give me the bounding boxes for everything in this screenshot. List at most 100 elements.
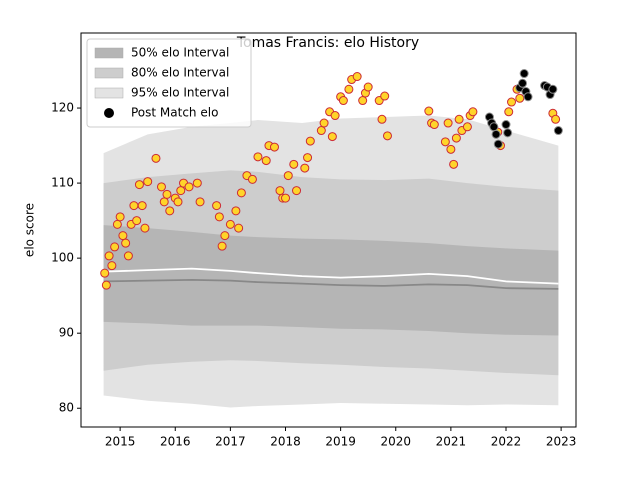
match-point — [110, 242, 120, 252]
match-point — [176, 186, 186, 196]
x-tick-label: 2017 — [215, 435, 246, 449]
match-point — [104, 251, 114, 261]
match-point — [292, 186, 302, 196]
x-tick-label: 2023 — [546, 435, 577, 449]
post-match-point — [553, 126, 563, 136]
post-match-point — [518, 78, 528, 88]
post-match-point — [548, 84, 558, 94]
match-point — [162, 189, 172, 199]
x-tick-label: 2018 — [270, 435, 301, 449]
match-point — [300, 163, 310, 173]
match-point — [236, 188, 246, 198]
match-point — [281, 193, 291, 203]
match-point — [454, 114, 464, 124]
legend-swatch — [94, 67, 124, 79]
legend-label: 50% elo Interval — [131, 46, 229, 60]
match-point — [451, 133, 461, 143]
match-point — [184, 182, 194, 192]
x-tick-label: 2015 — [105, 435, 136, 449]
match-point — [165, 206, 175, 216]
match-point — [382, 131, 392, 141]
match-point — [429, 120, 439, 130]
x-tick-label: 2020 — [380, 435, 411, 449]
match-point — [123, 251, 133, 261]
match-point — [234, 223, 244, 233]
post-match-point — [493, 139, 503, 149]
match-point — [327, 132, 337, 142]
match-point — [143, 177, 153, 187]
match-point — [305, 136, 315, 146]
legend-swatch — [94, 47, 124, 59]
match-point — [129, 201, 139, 211]
match-point — [446, 144, 456, 154]
legend-label: 80% elo Interval — [131, 66, 229, 80]
match-point — [275, 186, 285, 196]
match-point — [515, 93, 525, 103]
match-point — [156, 182, 166, 192]
match-point — [253, 152, 263, 162]
match-point — [220, 231, 230, 241]
match-point — [440, 137, 450, 147]
match-point — [121, 238, 131, 248]
legend-box — [86, 38, 252, 128]
y-axis-label: elo score — [23, 203, 37, 257]
match-point — [344, 84, 354, 94]
match-point — [269, 142, 279, 152]
match-point — [261, 156, 271, 166]
post-match-point — [491, 129, 501, 139]
trend-line — [103, 267, 559, 285]
match-point — [319, 118, 329, 128]
match-point — [330, 111, 340, 121]
legend-marker — [104, 108, 114, 118]
y-tick-label: 100 — [51, 251, 74, 265]
match-point — [140, 223, 150, 233]
match-point — [462, 122, 472, 132]
post-match-point — [519, 69, 529, 79]
match-point — [225, 219, 235, 229]
match-point — [134, 180, 144, 190]
match-point — [192, 178, 202, 188]
post-match-point — [503, 128, 513, 138]
match-point — [468, 107, 478, 117]
match-point — [504, 107, 514, 117]
match-point — [443, 118, 453, 128]
match-point — [449, 159, 459, 169]
match-point — [112, 219, 122, 229]
y-tick-label: 80 — [59, 401, 74, 415]
match-point — [132, 216, 142, 226]
plot-frame — [80, 32, 577, 428]
match-point — [377, 114, 387, 124]
chart-title: Tomas Francis: elo History — [236, 35, 419, 51]
match-point — [289, 159, 299, 169]
x-tick-label: 2019 — [325, 435, 356, 449]
match-point — [137, 201, 147, 211]
match-point — [195, 197, 205, 207]
match-point — [316, 126, 326, 136]
match-point — [151, 153, 161, 163]
match-point — [100, 268, 110, 278]
match-point — [173, 197, 183, 207]
x-tick-label: 2016 — [160, 435, 191, 449]
match-point — [338, 96, 348, 106]
match-point — [101, 280, 111, 290]
match-point — [159, 197, 169, 207]
legend-label: Post Match elo — [131, 106, 218, 120]
post-match-point — [489, 122, 499, 132]
match-point — [107, 261, 117, 271]
match-point — [217, 241, 227, 251]
legend-swatch — [94, 87, 124, 99]
interval-band — [103, 225, 559, 336]
match-point — [507, 97, 517, 107]
match-point — [212, 201, 222, 211]
y-tick-label: 110 — [51, 176, 74, 190]
match-point — [380, 91, 390, 101]
post-match-point — [501, 120, 511, 130]
legend-label: 95% elo Interval — [131, 86, 229, 100]
match-point — [303, 153, 313, 163]
x-tick-label: 2022 — [491, 435, 522, 449]
y-tick-label: 120 — [51, 101, 74, 115]
match-point — [118, 231, 128, 241]
match-point — [358, 96, 368, 106]
post-match-point — [523, 92, 533, 102]
match-point — [247, 174, 257, 184]
